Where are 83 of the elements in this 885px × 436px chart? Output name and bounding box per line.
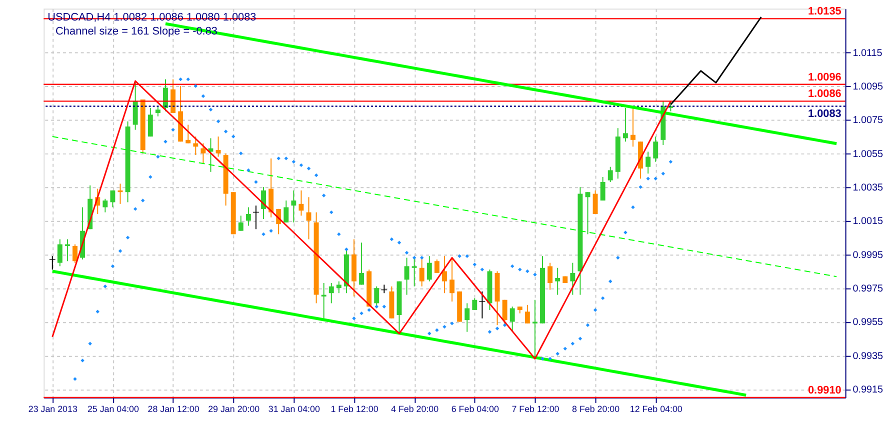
candlestick <box>555 267 560 296</box>
y-tick-label: 1.0055 <box>852 148 884 160</box>
candlestick <box>321 282 326 319</box>
candlestick <box>464 302 470 332</box>
ref-line-label: 1.0083 <box>808 108 842 120</box>
y-tick-label: 0.9975 <box>852 284 884 295</box>
x-tick-label: 1 Feb 12:00 <box>330 404 378 414</box>
x-tick-label: 28 Jan 12:00 <box>148 404 200 414</box>
candlestick <box>381 284 388 294</box>
y-tick-label: 0.9995 <box>852 250 884 261</box>
candlestick <box>193 136 198 156</box>
y-tick-label: 0.9955 <box>852 317 884 328</box>
candlestick <box>268 158 274 218</box>
x-tick-label: 6 Feb 04:00 <box>451 404 499 414</box>
candlestick <box>246 206 251 226</box>
candlestick <box>434 258 440 274</box>
y-tick-label: 1.0075 <box>852 115 884 126</box>
y-tick-label: 0.9915 <box>852 384 884 396</box>
candlestick <box>200 142 206 164</box>
y-tick-label: 1.0095 <box>852 82 884 93</box>
candlestick <box>155 106 160 117</box>
candlestick <box>374 286 380 308</box>
candlestick <box>622 107 628 142</box>
y-tick-label: 1.0015 <box>852 216 884 228</box>
candlestick <box>336 280 342 294</box>
candlestick <box>585 192 590 235</box>
candlestick <box>216 136 221 158</box>
candlestick <box>404 257 410 296</box>
candlestick <box>510 306 515 332</box>
y-tick-label: 1.0035 <box>852 182 884 194</box>
candlestick <box>132 80 138 130</box>
x-tick-label: 7 Feb 12:00 <box>512 404 560 414</box>
candlestick <box>570 262 576 296</box>
candlestick <box>426 256 432 282</box>
line-series <box>50 270 748 397</box>
candlestick <box>238 215 244 232</box>
y-tick-label: 0.9935 <box>852 350 884 362</box>
x-tick-label: 29 Jan 20:00 <box>208 404 260 414</box>
candlestick <box>110 190 116 208</box>
candlestick <box>261 186 266 220</box>
candlestick <box>57 238 62 267</box>
candlestick <box>64 238 70 262</box>
y-tick-label: 1.0115 <box>852 48 883 59</box>
candlestick <box>442 256 447 294</box>
candlestick <box>253 205 259 230</box>
candlestick <box>472 298 478 310</box>
candlestick <box>419 257 424 287</box>
candlestick <box>291 190 296 223</box>
ref-line-label: 0.9910 <box>808 384 842 397</box>
x-tick-label: 23 Jan 2013 <box>28 404 78 414</box>
candlestick <box>502 299 508 326</box>
candlestick <box>148 107 153 138</box>
candlestick <box>72 244 78 264</box>
x-tick-label: 4 Feb 20:00 <box>391 404 439 414</box>
candlestick <box>328 282 334 304</box>
ref-line-label: 1.0135 <box>808 6 842 18</box>
candlestick <box>608 166 613 182</box>
candlestick <box>600 176 606 202</box>
candlestick <box>170 78 176 114</box>
candlestick <box>592 190 598 214</box>
candlestick <box>163 78 168 112</box>
candlestick <box>49 256 56 270</box>
candlestick <box>284 200 289 223</box>
x-tick-label: 25 Jan 04:00 <box>87 404 139 414</box>
candlestick <box>412 257 417 287</box>
candlestick <box>548 262 553 290</box>
ref-line-label: 1.0096 <box>808 71 842 84</box>
candlestick <box>450 257 455 302</box>
candlestick <box>359 242 364 286</box>
candlestick <box>630 107 636 148</box>
x-tick-label: 8 Feb 20:00 <box>572 404 620 414</box>
candlestick <box>102 198 108 213</box>
ref-line-label: 1.0086 <box>808 88 842 100</box>
line-series <box>52 136 838 278</box>
candlestick <box>524 304 530 324</box>
x-tick-label: 31 Jan 04:00 <box>268 404 320 414</box>
candlestick <box>646 151 651 174</box>
candlestick <box>653 136 658 162</box>
candlestick <box>298 190 304 216</box>
candlestick <box>186 124 191 144</box>
candlestick <box>479 290 486 319</box>
line-series <box>670 16 762 106</box>
x-tick-label: 12 Feb 04:00 <box>630 404 682 414</box>
